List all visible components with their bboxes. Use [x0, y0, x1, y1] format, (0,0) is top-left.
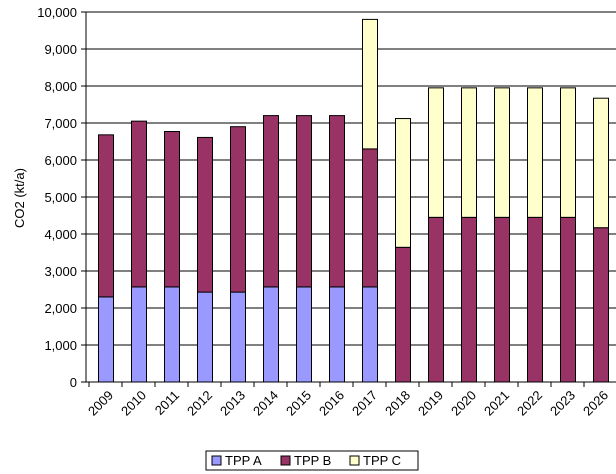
bar-tpp-b-2021 — [494, 216, 510, 383]
x-tick-label: 2010 — [118, 388, 149, 419]
y-tick-label: 1,000 — [44, 338, 77, 353]
y-tick-label: 2,000 — [44, 301, 77, 316]
x-tick-label: 2020 — [448, 388, 479, 419]
x-tick-label: 2026 — [580, 388, 611, 419]
legend-label: TPP B — [294, 453, 331, 468]
x-tick-label: 2018 — [382, 388, 413, 419]
y-tick-label: 7,000 — [44, 116, 77, 131]
bar-tpp-c-2017 — [362, 18, 378, 150]
legend: TPP A TPP B TPP C — [205, 450, 419, 471]
bar-tpp-b-2009 — [98, 134, 114, 298]
bar-tpp-b-2016 — [329, 115, 345, 288]
x-tick-label: 2016 — [316, 388, 347, 419]
x-tick-labels: 2009 2010 2011 2012 2013 2014 2015 2016 2017 2018… — [85, 388, 616, 419]
x-tick-label: 2012 — [184, 388, 215, 419]
y-tick-label: 6,000 — [44, 153, 77, 168]
legend-swatch-tpp-c — [349, 455, 360, 466]
x-tick-label: 2015 — [283, 388, 314, 419]
bar-tpp-b-2015 — [296, 115, 312, 288]
x-tick-label: 2023 — [547, 388, 578, 419]
bar-tpp-b-2026 — [593, 227, 609, 383]
y-tick-label: 5,000 — [44, 190, 77, 205]
x-tick-label: 2019 — [415, 388, 446, 419]
bar-tpp-c-2021 — [494, 87, 510, 218]
bar-tpp-a-2011 — [164, 286, 180, 383]
x-tick-label: 2021 — [481, 388, 512, 419]
x-tick-label: 2011 — [152, 388, 182, 418]
bar-tpp-a-2016 — [329, 286, 345, 383]
y-axis-label: CO2 (kt/a) — [12, 168, 27, 228]
y-tick-label: 3,000 — [44, 264, 77, 279]
x-tick-label: 2017 — [349, 388, 380, 419]
bar-tpp-b-2014 — [263, 115, 279, 288]
bar-tpp-b-2010 — [131, 120, 147, 288]
bar-tpp-c-2023 — [560, 87, 576, 218]
bar-tpp-a-2015 — [296, 286, 312, 383]
y-tick-label: 8,000 — [44, 79, 77, 94]
legend-label: TPP A — [225, 453, 262, 468]
bar-tpp-b-2011 — [164, 131, 180, 288]
bar-tpp-a-2009 — [98, 296, 114, 383]
x-tick-label: 2014 — [250, 388, 281, 419]
bar-tpp-a-2010 — [131, 286, 147, 383]
bar-tpp-b-2013 — [230, 126, 246, 293]
bar-tpp-b-2023 — [560, 216, 576, 383]
bar-tpp-a-2017 — [362, 286, 378, 383]
y-tick-label: 0 — [70, 375, 77, 390]
bar-tpp-b-2017 — [362, 148, 378, 288]
x-tick-label: 2009 — [85, 388, 116, 419]
axes — [85, 12, 616, 387]
bar-tpp-b-2018 — [395, 246, 411, 383]
legend-box — [205, 450, 419, 471]
y-tick-label: 9,000 — [44, 42, 77, 57]
bar-tpp-b-2020 — [461, 216, 477, 383]
bar-tpp-c-2026 — [593, 97, 609, 229]
bar-tpp-a-2014 — [263, 286, 279, 383]
legend-label: TPP C — [363, 453, 401, 468]
y-tick-labels: 0 1,000 2,000 3,000 4,000 5,000 6,000 7,000 8,00… — [37, 5, 77, 390]
bars — [98, 18, 609, 383]
legend-swatch-tpp-a — [211, 455, 222, 466]
x-tick-label: 2013 — [217, 388, 248, 419]
y-tick-label: 4,000 — [44, 227, 77, 242]
legend-swatch-tpp-b — [280, 455, 291, 466]
bar-tpp-b-2022 — [527, 216, 543, 383]
bar-tpp-b-2019 — [428, 216, 444, 383]
bar-tpp-c-2020 — [461, 87, 477, 218]
bar-tpp-b-2012 — [197, 136, 213, 293]
bar-tpp-c-2018 — [395, 118, 411, 248]
bar-tpp-c-2022 — [527, 87, 543, 218]
x-tick-label: 2022 — [514, 388, 545, 419]
bar-tpp-c-2019 — [428, 87, 444, 218]
bar-tpp-a-2012 — [197, 291, 213, 383]
y-tick-label: 10,000 — [37, 5, 77, 20]
bar-tpp-a-2013 — [230, 291, 246, 383]
